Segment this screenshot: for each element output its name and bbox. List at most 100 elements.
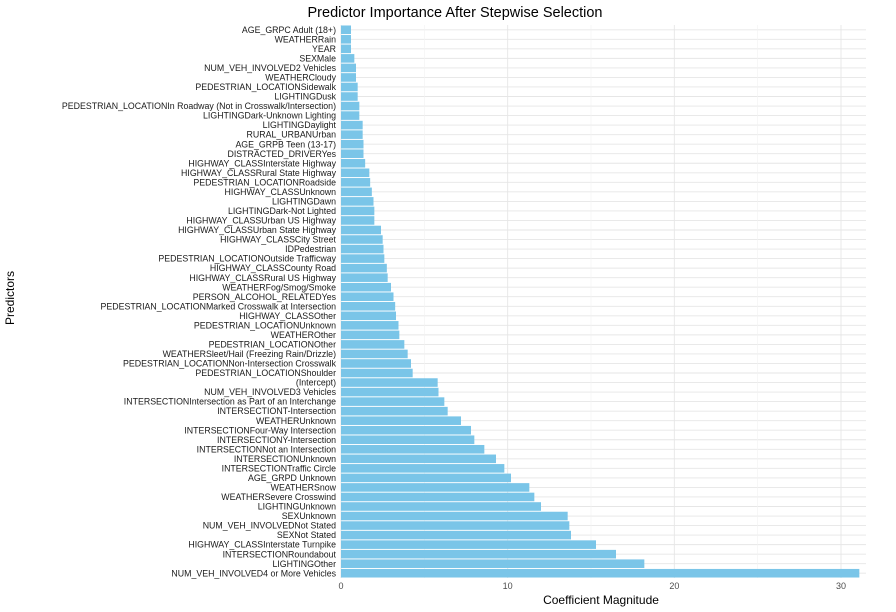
category-label: RURAL_URBANUrban — [247, 130, 337, 140]
category-label: WEATHERUnknown — [256, 416, 336, 426]
category-label: IDPedestrian — [285, 244, 336, 254]
bar — [341, 530, 571, 540]
bar — [341, 387, 439, 397]
category-label: YEAR — [312, 44, 336, 54]
bar — [341, 511, 568, 521]
category-labels: AGE_GRPC Adult (18+)WEATHERRainYEARSEXMa… — [62, 25, 337, 578]
bar — [341, 54, 355, 63]
bar — [341, 359, 411, 368]
bar — [341, 225, 381, 235]
bar — [341, 435, 475, 445]
bar — [341, 254, 385, 263]
bar — [341, 158, 366, 168]
category-label: WEATHERSnow — [271, 483, 337, 493]
bar — [341, 44, 351, 54]
bar — [341, 282, 391, 292]
category-label: HIGHWAY_CLASSCounty Road — [210, 263, 336, 273]
category-label: PEDESTRIAN_LOCATIONNon-Intersection Cros… — [123, 359, 337, 369]
bar — [341, 349, 408, 359]
category-label: SEXMale — [299, 53, 336, 63]
category-label: AGE_GRPC Adult (18+) — [242, 25, 336, 35]
bar — [341, 540, 596, 549]
category-label: PERSON_ALCOHOL_RELATEDYes — [193, 292, 337, 302]
category-label: WEATHEROther — [271, 330, 336, 340]
bar — [341, 35, 351, 44]
category-label: LIGHTINGOther — [272, 559, 336, 569]
category-label: PEDESTRIAN_LOCATIONOther — [209, 340, 336, 350]
category-label: PEDESTRIAN_LOCATIONOutside Trafficway — [158, 254, 336, 264]
bar — [341, 120, 363, 130]
category-label: AGE_GRPD Unknown — [248, 473, 336, 483]
bar — [341, 568, 860, 578]
bar — [341, 368, 413, 378]
category-label: HIGHWAY_CLASSRural US Highway — [189, 273, 336, 283]
category-label: (Intercept) — [296, 378, 336, 388]
category-label: LIGHTINGDaylight — [263, 120, 337, 130]
bar — [341, 483, 530, 492]
y-axis-title: Predictors — [3, 271, 17, 325]
bar — [341, 92, 358, 101]
bar — [341, 273, 388, 282]
bar — [341, 416, 461, 425]
bar — [341, 235, 383, 244]
bar — [341, 82, 358, 92]
category-label: WEATHERFog/Smog/Smoke — [222, 282, 336, 292]
bar — [341, 321, 399, 330]
category-label: INTERSECTIONFour-Way Intersection — [184, 425, 336, 435]
category-label: NUM_VEH_INVOLVED3 Vehicles — [204, 387, 336, 397]
bar — [341, 292, 394, 302]
category-label: PEDESTRIAN_LOCATIONShoulder — [195, 368, 336, 378]
category-label: DISTRACTED_DRIVERYes — [227, 149, 336, 159]
grid — [340, 25, 866, 578]
bar — [341, 111, 360, 120]
category-label: LIGHTINGDawn — [272, 196, 336, 206]
category-label: NUM_VEH_INVOLVED2 Vehicles — [204, 63, 336, 73]
category-label: PEDESTRIAN_LOCATIONMarked Crosswalk at I… — [101, 301, 337, 311]
category-label: WEATHERCloudy — [265, 73, 336, 83]
bar — [341, 216, 375, 225]
chart-title: Predictor Importance After Stepwise Sele… — [308, 5, 603, 21]
category-label: INTERSECTIONIntersection as Part of an I… — [124, 397, 336, 407]
category-label: HIGHWAY_CLASSOther — [239, 311, 336, 321]
x-tick-label: 0 — [338, 581, 343, 591]
bar — [341, 559, 645, 568]
bar — [341, 340, 405, 349]
bar — [341, 330, 400, 340]
bar — [341, 473, 511, 483]
category-label: NUM_VEH_INVOLVED4 or More Vehicles — [171, 568, 336, 578]
bar — [341, 464, 505, 473]
category-label: WEATHERRain — [275, 34, 337, 44]
bars — [341, 25, 860, 578]
bar — [341, 397, 445, 406]
category-label: PEDESTRIAN_LOCATIONIn Roadway (Not in Cr… — [62, 101, 336, 111]
bar — [341, 244, 384, 254]
category-label: PEDESTRIAN_LOCATIONRoadside — [193, 177, 336, 187]
category-label: INTERSECTIONY-Intersection — [217, 435, 336, 445]
category-label: WEATHERSevere Crosswind — [221, 492, 336, 502]
x-axis-title: Coefficient Magnitude — [543, 593, 659, 607]
category-label: PEDESTRIAN_LOCATIONSidewalk — [195, 82, 336, 92]
bar — [341, 454, 496, 464]
bar — [341, 521, 570, 530]
category-label: PEDESTRIAN_LOCATIONUnknown — [194, 320, 336, 330]
bar — [341, 25, 351, 35]
category-label: INTERSECTIONT-Intersection — [217, 406, 336, 416]
x-tick-label: 20 — [669, 581, 679, 591]
bar — [341, 178, 371, 187]
category-label: SEXUnknown — [282, 511, 336, 521]
category-label: LIGHTINGDusk — [274, 92, 336, 102]
bar — [341, 444, 485, 454]
category-label: AGE_GRPB Teen (13-17) — [235, 139, 336, 149]
category-label: HIGHWAY_CLASSUnknown — [225, 187, 337, 197]
category-label: HIGHWAY_CLASSUrban US Highway — [186, 216, 336, 226]
category-label: LIGHTINGUnknown — [258, 502, 336, 512]
category-label: HIGHWAY_CLASSRural State Highway — [181, 168, 337, 178]
bar — [341, 378, 438, 387]
x-tick-label: 10 — [503, 581, 513, 591]
bar — [341, 101, 360, 111]
bar — [341, 492, 535, 502]
bar — [341, 311, 396, 321]
bar — [341, 149, 364, 159]
bar — [341, 549, 616, 559]
